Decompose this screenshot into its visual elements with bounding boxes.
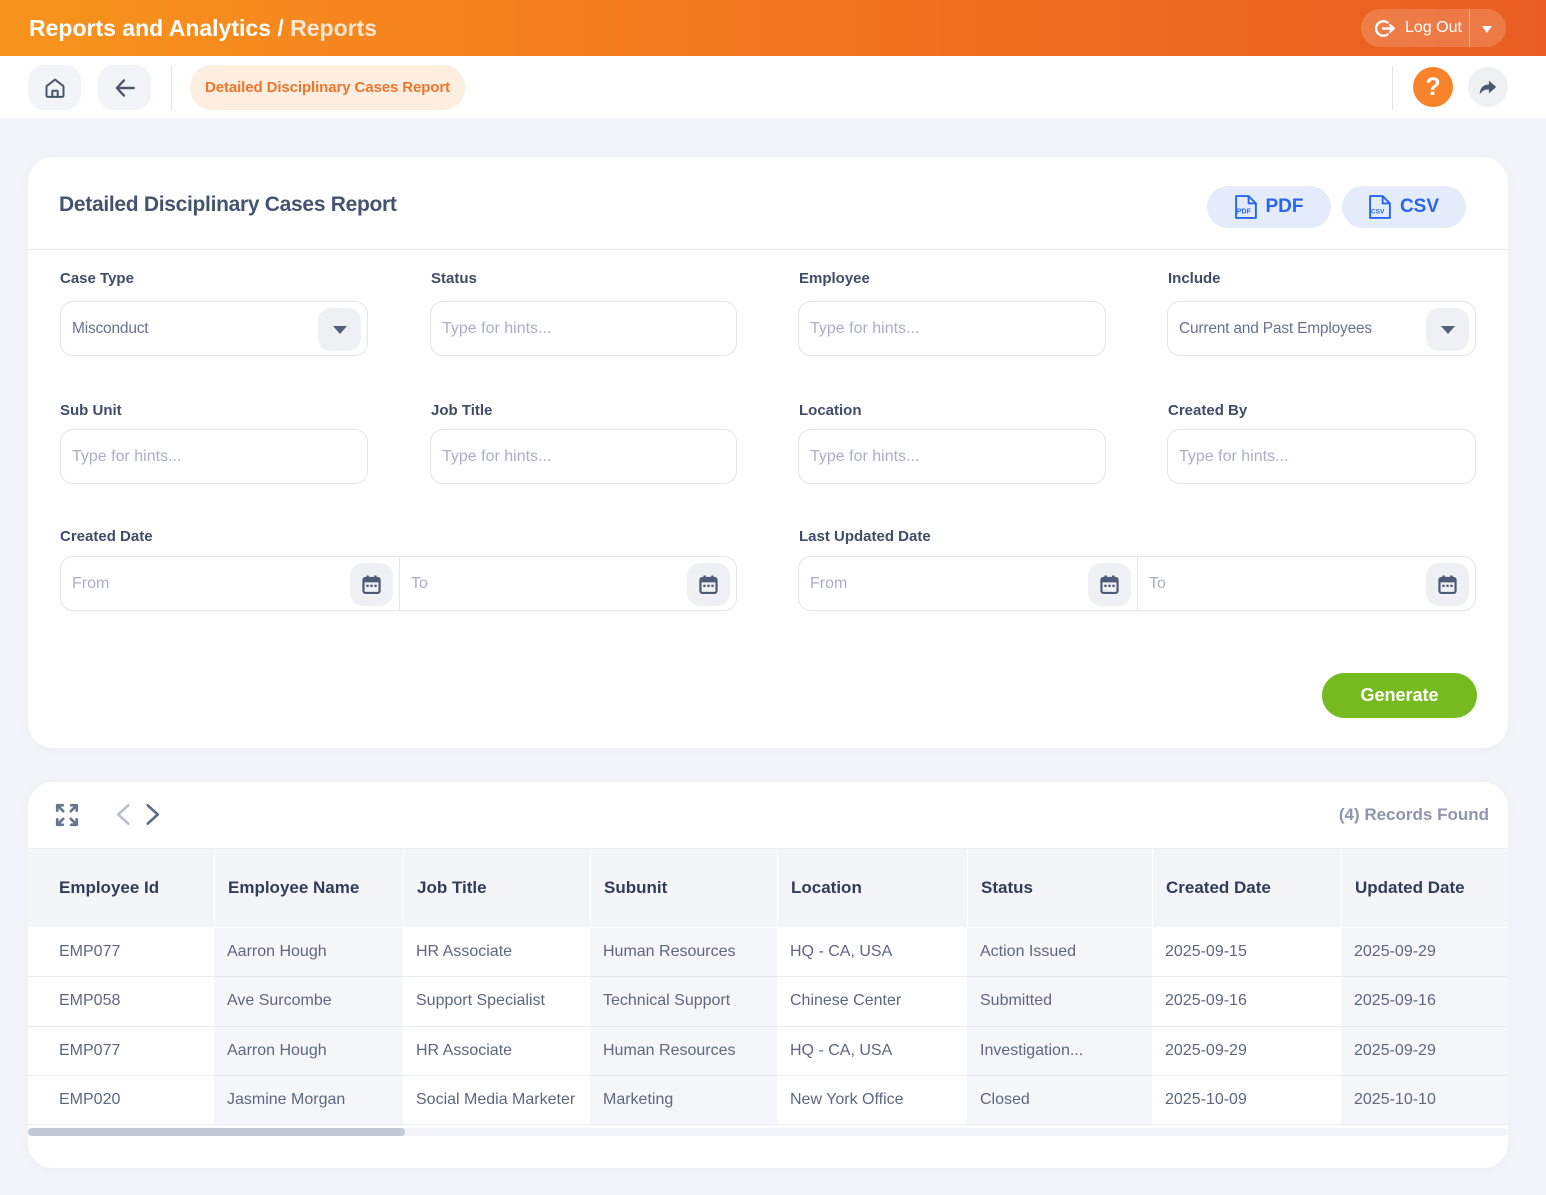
svg-text:PDF: PDF [1236,209,1251,216]
svg-text:CSV: CSV [1371,209,1385,216]
